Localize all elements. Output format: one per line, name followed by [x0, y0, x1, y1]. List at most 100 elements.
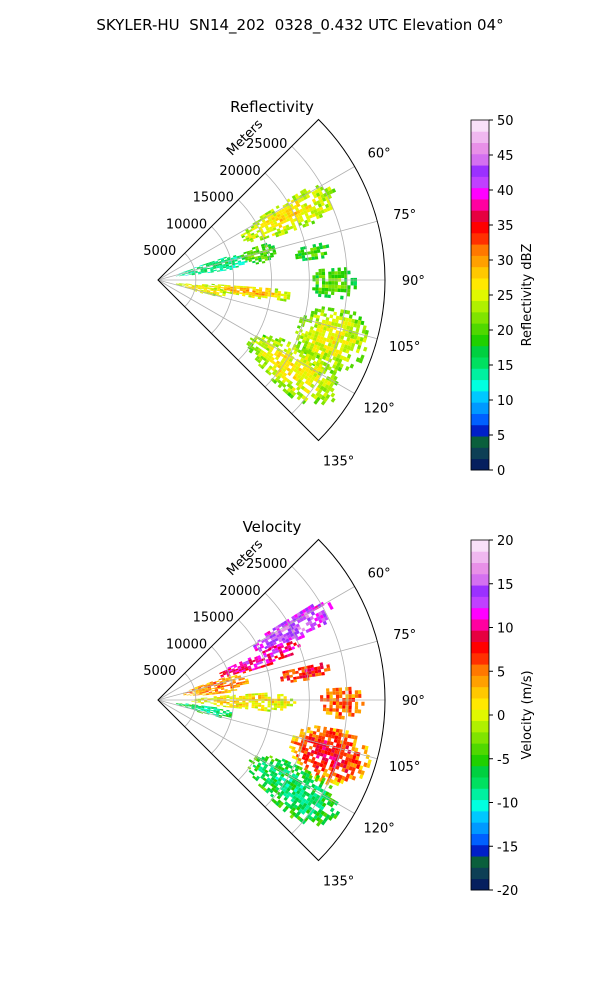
radar-gate: [231, 668, 235, 671]
radar-gate: [264, 225, 269, 229]
radar-data: [175, 601, 372, 827]
radar-gate: [363, 749, 368, 755]
radar-gate: [326, 694, 330, 699]
radar-gate: [313, 725, 318, 729]
radar-gate: [175, 284, 179, 286]
radar-gate: [284, 215, 289, 220]
radar-gate: [344, 321, 349, 326]
radar-gate: [251, 695, 255, 698]
radar-gate: [281, 357, 286, 362]
radar-gate: [282, 673, 287, 677]
colorbar-swatch: [471, 334, 489, 347]
radar-gate: [301, 399, 307, 405]
radar-gate: [206, 710, 210, 713]
radar-gate: [270, 254, 274, 258]
radar-gate: [271, 360, 276, 365]
radar-gate: [210, 289, 214, 292]
radar-gate: [271, 639, 276, 643]
radar-gate: [314, 669, 319, 674]
radar-gate: [267, 655, 272, 659]
colorbar-tick-label: 5: [497, 429, 505, 444]
radar-gate: [325, 244, 330, 249]
radar-gate: [200, 287, 205, 290]
radar-gate: [270, 637, 275, 641]
radar-gate: [312, 287, 316, 291]
radar-gate: [278, 638, 283, 643]
radar-gate: [269, 335, 273, 339]
radar-gate: [322, 245, 327, 249]
echo-region: [312, 267, 357, 300]
radar-gate: [213, 698, 217, 700]
radar-gate: [216, 711, 220, 714]
radar-gate: [191, 285, 195, 287]
radar-gate: [273, 221, 278, 225]
radar-gate: [233, 672, 237, 675]
radar-gate: [229, 711, 233, 714]
radar-gate: [326, 207, 331, 212]
radar-gate: [198, 285, 202, 287]
radar-gate: [222, 679, 226, 682]
radar-gate: [316, 315, 321, 319]
radar-gate: [264, 258, 269, 261]
radar-gate: [274, 655, 278, 659]
radar-gate: [191, 707, 195, 709]
radar-gate: [222, 711, 226, 714]
radar-gate: [338, 350, 343, 356]
radar-gate: [245, 704, 249, 706]
radar-gate: [346, 310, 351, 315]
radar-gate: [279, 381, 285, 386]
azimuth-tick-label: 90°: [402, 274, 425, 289]
radar-gate: [210, 269, 214, 271]
radar-gate: [267, 210, 272, 214]
radar-gate: [266, 357, 271, 362]
radar-gate: [261, 694, 265, 697]
radar-gate: [202, 263, 206, 266]
radar-gate: [286, 296, 291, 300]
radar-gate: [182, 704, 186, 705]
radar-gate: [330, 392, 336, 398]
sector-frame: [157, 118, 386, 442]
radar-gate: [216, 684, 221, 686]
radar-gate: [284, 805, 289, 811]
radar-gate: [179, 283, 183, 285]
radar-gate: [317, 623, 322, 628]
radar-gate: [205, 263, 209, 266]
radar-gate: [191, 273, 195, 275]
radar-gate: [329, 328, 334, 333]
radar-gate: [287, 628, 292, 632]
radar-gate: [213, 682, 217, 685]
radar-gate: [273, 789, 278, 794]
radar-gate: [271, 648, 276, 653]
radar-gate: [197, 708, 201, 710]
radar-gate: [232, 681, 237, 684]
radar-gate: [301, 339, 306, 344]
radar-gate: [286, 350, 291, 355]
radar-gate: [263, 345, 268, 350]
radar-gate: [198, 285, 202, 288]
radar-gate: [303, 333, 308, 338]
radar-gate: [197, 701, 201, 703]
radar-gate: [219, 268, 224, 271]
radar-gate: [349, 326, 354, 331]
radar-gate: [288, 765, 293, 769]
radar-gate: [330, 397, 336, 403]
radar-gate: [300, 369, 305, 374]
radar-gate: [215, 293, 220, 295]
radar-gate: [233, 684, 237, 687]
radar-gate: [208, 693, 213, 695]
radar-gate: [253, 224, 258, 228]
radar-gate: [277, 705, 281, 709]
radar-gate: [318, 735, 323, 740]
radar-gate: [206, 264, 210, 267]
radar-gate: [264, 343, 269, 348]
radar-gate: [201, 707, 205, 709]
radar-gate: [276, 213, 281, 218]
colorbar-swatch: [471, 607, 489, 620]
radar-gate: [301, 354, 306, 360]
radar-gate: [324, 356, 330, 362]
radar-gate: [338, 774, 343, 780]
radar-gate: [278, 224, 283, 229]
radar-gate: [321, 746, 326, 751]
radar-gate: [261, 336, 266, 340]
azimuth-spoke: [157, 586, 355, 701]
